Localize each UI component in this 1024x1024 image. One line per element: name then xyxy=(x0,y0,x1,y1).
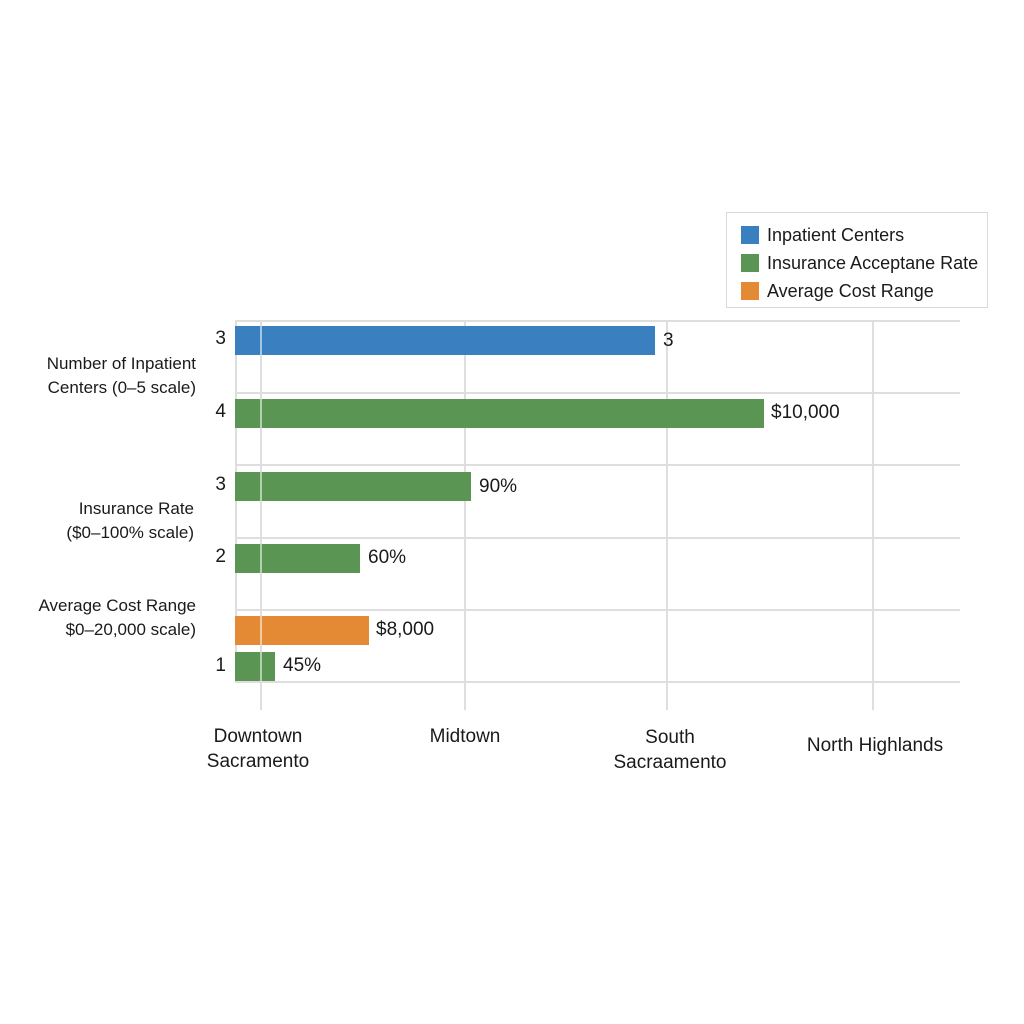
y-group-line: ($0–100% scale) xyxy=(66,523,194,542)
legend-swatch-green-icon xyxy=(741,254,759,272)
plot-area: 3 $10,000 90% 60% $8,000 45% xyxy=(235,320,960,710)
y-tick: 4 xyxy=(215,401,226,422)
bar-value-label: 45% xyxy=(283,655,322,676)
y-tick: 3 xyxy=(215,328,226,349)
legend-item-inpatient-centers: Inpatient Centers xyxy=(741,224,904,246)
grid-line xyxy=(235,392,960,394)
bar-value-label: 90% xyxy=(479,476,518,497)
bar-insurance-rate xyxy=(235,472,471,501)
bar-average-cost xyxy=(235,616,369,645)
y-tick: 1 xyxy=(215,655,226,676)
y-group-line: Number of Inpatient xyxy=(46,354,196,373)
y-group-label-insurance: Insurance Rate ($0–100% scale) xyxy=(0,497,194,545)
grid-line xyxy=(666,320,668,710)
y-group-line: Centers (0–5 scale) xyxy=(47,378,196,397)
x-tick-downtown-sacramento: Downtown Sacramento xyxy=(186,724,330,774)
y-group-line: Average Cost Range xyxy=(38,596,196,615)
legend: Inpatient Centers Insurance Acceptane Ra… xyxy=(726,212,988,308)
legend-item-average-cost: Average Cost Range xyxy=(741,280,934,302)
legend-label: Inpatient Centers xyxy=(767,224,905,245)
y-group-line: Insurance Rate xyxy=(78,499,194,518)
grid-line xyxy=(260,320,262,710)
legend-swatch-blue-icon xyxy=(741,226,759,244)
grid-line xyxy=(872,320,874,710)
grid-line xyxy=(235,320,960,322)
x-tick-line: Sacramento xyxy=(206,751,310,772)
y-group-line: $0–20,000 scale) xyxy=(65,620,196,639)
x-tick-line: South xyxy=(645,727,695,748)
x-tick-north-highlands: North Highlands xyxy=(790,733,960,758)
legend-label: Average Cost Range xyxy=(767,280,934,301)
x-tick-line: Midtown xyxy=(429,726,501,747)
grid-line xyxy=(235,681,960,683)
y-group-label-inpatient: Number of Inpatient Centers (0–5 scale) xyxy=(0,352,196,400)
x-tick-line: Downtown xyxy=(213,726,303,747)
bar-insurance-rate xyxy=(235,652,275,681)
bar-value-label: 60% xyxy=(368,547,407,568)
bar-value-label: $8,000 xyxy=(376,619,435,640)
x-tick-line: North Highlands xyxy=(806,735,944,756)
x-tick-south-sacramento: South Sacraamento xyxy=(598,725,742,775)
grid-line xyxy=(464,320,466,710)
y-tick: 2 xyxy=(215,546,226,567)
y-group-label-cost: Average Cost Range $0–20,000 scale) xyxy=(0,594,196,642)
bar-insurance-rate xyxy=(235,544,360,573)
grid-line xyxy=(235,464,960,466)
bar-insurance-rate xyxy=(235,399,764,428)
bar-value-label: 3 xyxy=(663,330,674,351)
x-tick-line: Sacraamento xyxy=(613,752,727,773)
x-tick-midtown: Midtown xyxy=(400,724,530,749)
bar-value-label: $10,000 xyxy=(771,402,840,423)
legend-item-insurance-rate: Insurance Acceptane Rate xyxy=(741,252,978,274)
legend-label: Insurance Acceptane Rate xyxy=(767,252,979,273)
grid-line xyxy=(235,537,960,539)
legend-swatch-orange-icon xyxy=(741,282,759,300)
grid-line xyxy=(235,320,237,683)
y-tick: 3 xyxy=(215,474,226,495)
grid-line xyxy=(235,609,960,611)
bar-inpatient-centers xyxy=(235,326,655,355)
